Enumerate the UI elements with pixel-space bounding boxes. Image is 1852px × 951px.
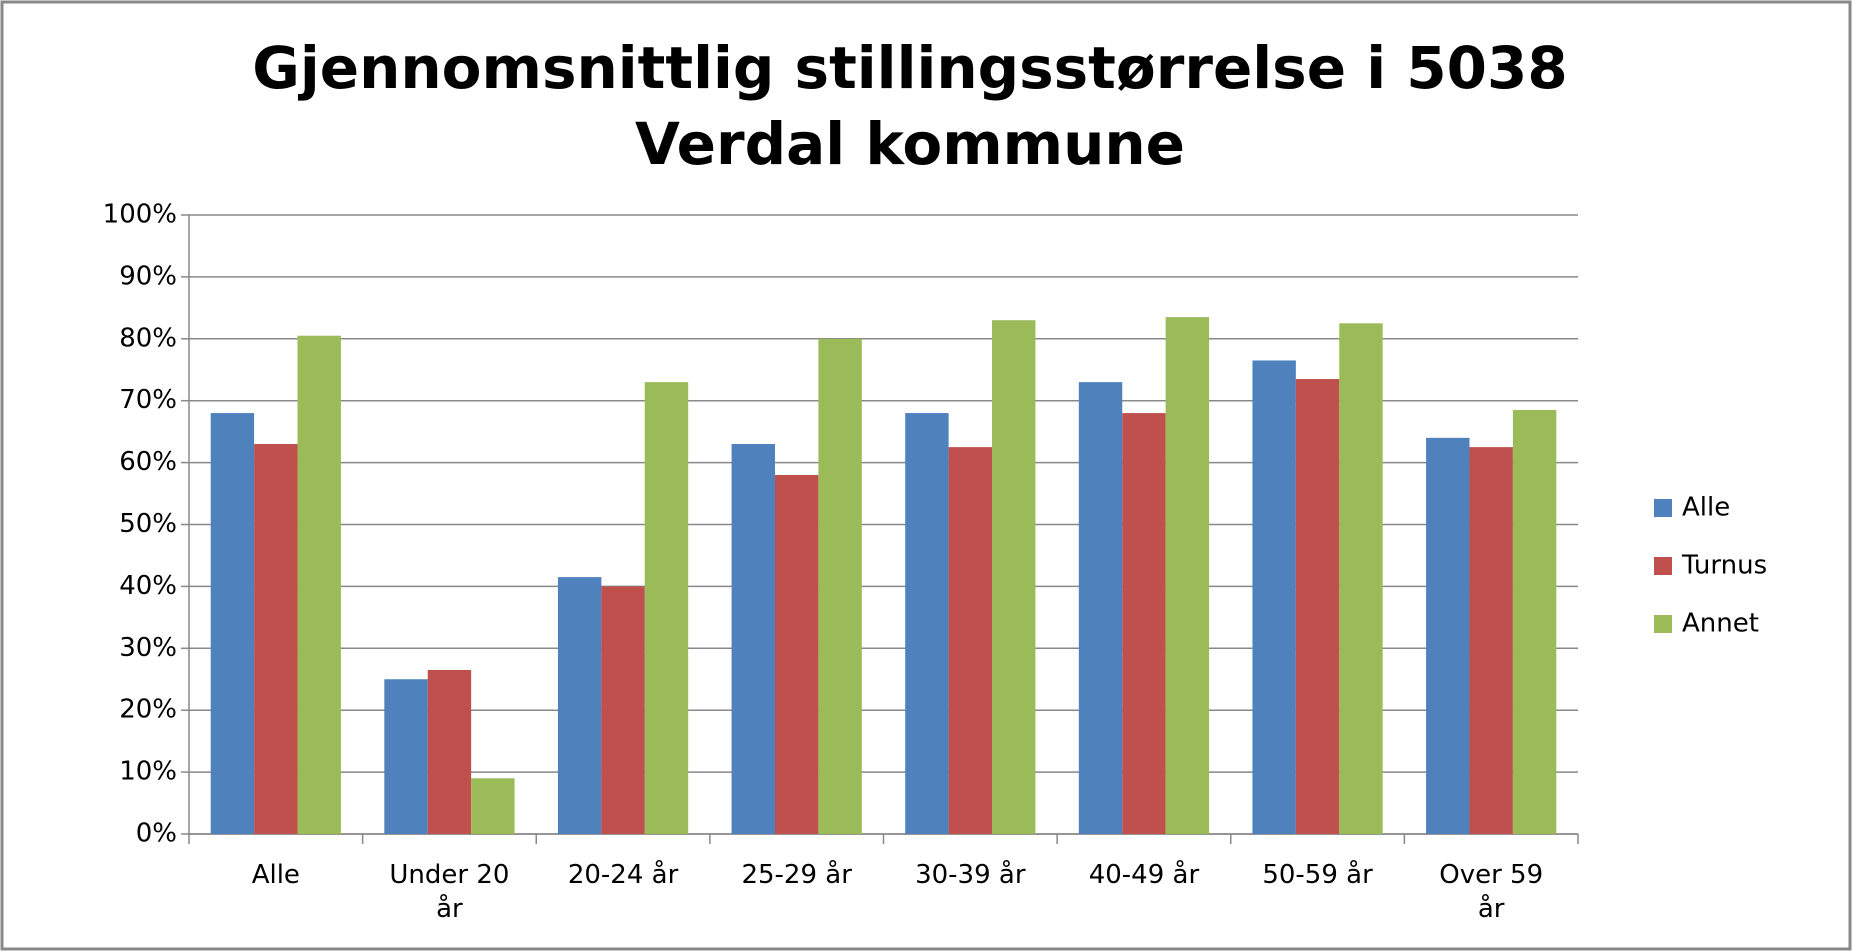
x-tick-label: 50-59 år xyxy=(1262,860,1373,890)
bar xyxy=(557,577,602,834)
bar xyxy=(254,444,298,834)
y-tick-label: 0% xyxy=(136,819,177,849)
bar xyxy=(1165,317,1210,834)
legend-swatch xyxy=(1654,615,1672,633)
legend-swatch xyxy=(1654,499,1672,517)
bar xyxy=(948,447,993,834)
bar xyxy=(1512,409,1557,834)
y-tick-label: 100% xyxy=(103,200,177,230)
bar xyxy=(774,474,819,834)
x-tick-label: Over 59 år xyxy=(1439,860,1544,924)
y-tick-label: 10% xyxy=(119,757,177,787)
bar xyxy=(731,444,775,834)
bar xyxy=(471,778,515,834)
y-tick-label: 60% xyxy=(119,447,177,477)
bar xyxy=(1426,437,1470,834)
x-tick-label: 20-24 år xyxy=(567,860,679,890)
x-tick-label: 40-49 år xyxy=(1088,860,1200,890)
y-tick-label: 20% xyxy=(119,695,177,725)
x-tick-label: 30-39 år xyxy=(915,860,1026,890)
bar xyxy=(427,669,472,834)
y-tick-label: 40% xyxy=(119,571,177,601)
bar xyxy=(384,679,428,834)
y-tick-label: 30% xyxy=(119,633,177,663)
bar xyxy=(1078,382,1123,834)
legend-swatch xyxy=(1654,557,1672,575)
bar xyxy=(644,382,689,834)
bar xyxy=(818,338,862,834)
bar xyxy=(1295,379,1340,834)
y-tick-label: 80% xyxy=(119,323,177,353)
chart-title: Gjennomsnittlig stillingsstørrelse i 503… xyxy=(252,34,1568,178)
bar xyxy=(1469,447,1513,834)
y-tick-label: 90% xyxy=(119,261,177,291)
legend-label: Annet xyxy=(1682,609,1759,639)
legend-label: Turnus xyxy=(1681,551,1767,581)
bar xyxy=(601,586,645,834)
bar xyxy=(210,413,255,834)
x-tick-label: 25-29 år xyxy=(741,860,852,890)
bar xyxy=(1122,413,1166,834)
bar xyxy=(992,320,1036,835)
bar xyxy=(905,413,949,834)
y-tick-label: 70% xyxy=(119,385,177,415)
y-tick-label: 50% xyxy=(119,509,177,539)
bar xyxy=(1252,360,1296,834)
legend-label: Alle xyxy=(1682,493,1730,523)
bar xyxy=(297,335,341,834)
x-tick-label: Alle xyxy=(251,860,300,890)
x-tick-label: Under 20 år xyxy=(389,860,510,924)
bar xyxy=(1339,323,1383,834)
